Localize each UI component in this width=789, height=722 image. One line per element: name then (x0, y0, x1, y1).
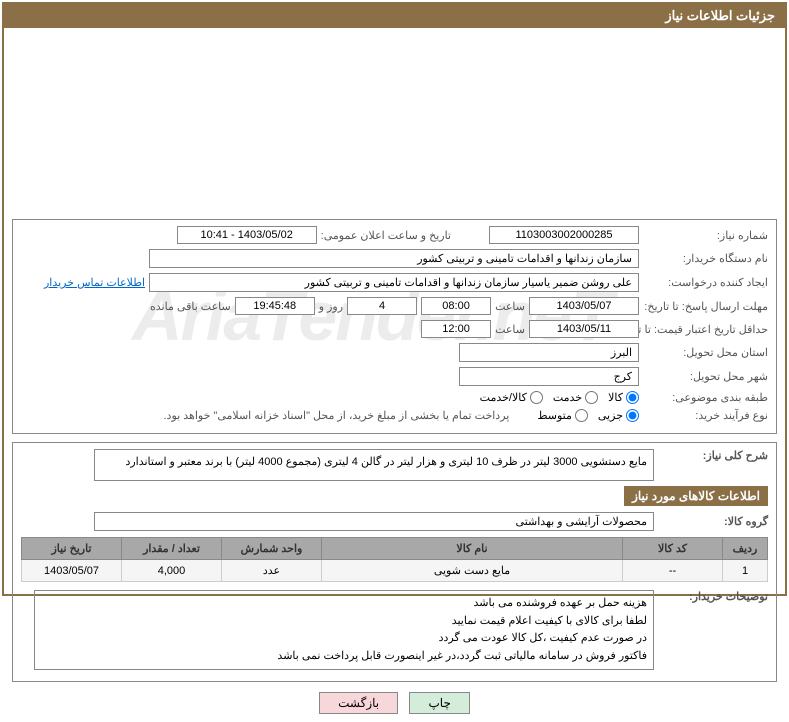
process-radio-medium[interactable]: متوسط (537, 409, 588, 422)
goods-section-title: اطلاعات کالاهای مورد نیاز (624, 486, 768, 506)
button-row: چاپ بازگشت (12, 692, 777, 714)
buyer-field: سازمان زندانها و اقدامات تامینی و تربیتی… (149, 249, 639, 268)
province-label: استان محل تحویل: (643, 346, 768, 359)
remaining-time-field: 19:45:48 (235, 297, 315, 315)
td-code: -- (623, 560, 723, 582)
announce-field: 1403/05/02 - 10:41 (177, 226, 317, 244)
note-line-2: لطفا برای کالای با کیفیت اعلام قیمت نمای… (41, 613, 647, 631)
validity-time-field: 12:00 (421, 320, 491, 338)
need-no-field: 1103003002000285 (489, 226, 639, 244)
category-radio-goods[interactable]: کالا (608, 391, 639, 404)
th-row: ردیف (723, 538, 768, 560)
table-row: 1 -- مایع دست شویی عدد 4,000 1403/05/07 (22, 560, 768, 582)
announce-label: تاریخ و ساعت اعلان عمومی: (321, 229, 451, 242)
validity-date-field: 1403/05/11 (529, 320, 639, 338)
remaining-label: ساعت باقی مانده (150, 300, 231, 313)
process-radio-minor[interactable]: جزیی (598, 409, 639, 422)
process-label: نوع فرآیند خرید: (643, 409, 768, 422)
th-code: کد کالا (623, 538, 723, 560)
page-title: جزئیات اطلاعات نیاز (4, 4, 785, 28)
td-qty: 4,000 (122, 560, 222, 582)
validity-label: حداقل تاریخ اعتبار قیمت: تا تاریخ: (643, 323, 768, 336)
category-radio-group: کالا خدمت کالا/خدمت (480, 391, 639, 404)
note-line-4: فاکتور فروش در سامانه مالیاتی ثبت گردد،د… (41, 648, 647, 666)
desc-title-label: شرح کلی نیاز: (658, 449, 768, 462)
td-date: 1403/05/07 (22, 560, 122, 582)
payment-note: پرداخت تمام یا بخشی از مبلغ خرید، از محل… (164, 409, 510, 422)
buyer-label: نام دستگاه خریدار: (643, 252, 768, 265)
creator-label: ایجاد کننده درخواست: (643, 276, 768, 289)
days-field: 4 (347, 297, 417, 315)
time-label-2: ساعت (495, 323, 525, 336)
contact-buyer-link[interactable]: اطلاعات تماس خریدار (44, 276, 145, 289)
th-unit: واحد شمارش (222, 538, 322, 560)
process-radio-group: جزیی متوسط (537, 409, 639, 422)
note-line-3: در صورت عدم کیفیت ،کل کالا عودت می گردد (41, 630, 647, 648)
category-radio-both[interactable]: کالا/خدمت (480, 391, 543, 404)
deadline-date-field: 1403/05/07 (529, 297, 639, 315)
province-field: البرز (459, 343, 639, 362)
days-text: روز و (319, 300, 343, 313)
deadline-time-field: 08:00 (421, 297, 491, 315)
back-button[interactable]: بازگشت (319, 692, 398, 714)
td-unit: عدد (222, 560, 322, 582)
group-label: گروه کالا: (658, 515, 768, 528)
td-row: 1 (723, 560, 768, 582)
city-field: کرج (459, 367, 639, 386)
th-name: نام کالا (322, 538, 623, 560)
buyer-notes-field: هزینه حمل بر عهده فروشنده می باشد لطفا ب… (34, 590, 654, 670)
category-label: طبقه بندی موضوعی: (643, 391, 768, 404)
th-qty: تعداد / مقدار (122, 538, 222, 560)
group-field: محصولات آرایشی و بهداشتی (94, 512, 654, 531)
time-label-1: ساعت (495, 300, 525, 313)
deadline-label: مهلت ارسال پاسخ: تا تاریخ: (643, 300, 768, 313)
notes-label: توضیحات خریدار: (658, 590, 768, 603)
category-radio-service[interactable]: خدمت (553, 391, 598, 404)
description-section: شرح کلی نیاز: مایع دستشویی 3000 لیتر در … (12, 442, 777, 682)
creator-field: علی روشن ضمیر یاسیار سازمان زندانها و اق… (149, 273, 639, 292)
print-button[interactable]: چاپ (409, 692, 469, 714)
goods-table: ردیف کد کالا نام کالا واحد شمارش تعداد /… (21, 537, 768, 582)
td-name: مایع دست شویی (322, 560, 623, 582)
info-section: شماره نیاز: 1103003002000285 تاریخ و ساع… (12, 219, 777, 434)
city-label: شهر محل تحویل: (643, 370, 768, 383)
need-no-label: شماره نیاز: (643, 229, 768, 242)
desc-text-field: مایع دستشویی 3000 لیتر در ظرف 10 لیتری و… (94, 449, 654, 481)
th-date: تاریخ نیاز (22, 538, 122, 560)
